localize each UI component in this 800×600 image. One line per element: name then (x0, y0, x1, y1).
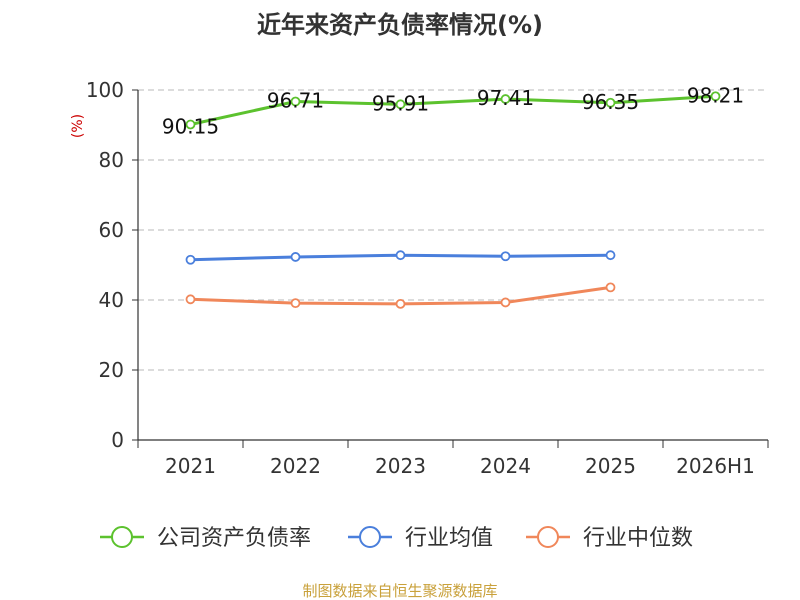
legend-item-0: 公司资产负债率 (100, 526, 311, 551)
chart-title: 近年来资产负债率情况(%) (257, 11, 543, 39)
series-2-point-4 (605, 282, 616, 293)
series-0-point-4 (605, 97, 616, 108)
y-tick-label-100: 100 (86, 78, 124, 102)
data-label-2021: 90.15 (162, 114, 219, 138)
series-0-point-3 (500, 94, 511, 104)
x-tick-label-2024: 2024 (480, 454, 531, 478)
legend-label-2: 行业中位数 (583, 526, 693, 551)
series-1-point-4 (605, 250, 616, 261)
y-tick-label-0: 0 (111, 428, 124, 452)
axes: 0 20 40 60 80 100 2021 2022 2023 2024 2025 2026H1 (86, 78, 769, 478)
legend: 公司资产负债率 行业均值 行业中位数 (100, 526, 693, 551)
plot-area (185, 91, 721, 309)
legend-item-1: 行业均值 (348, 526, 493, 551)
y-tick-label-60: 60 (99, 218, 124, 242)
series-1-point-0 (185, 254, 196, 265)
data-label-2022: 96.71 (267, 89, 324, 113)
series-0-point-2 (395, 99, 406, 110)
x-tick-label-2025: 2025 (585, 454, 636, 478)
y-axis-label: (%) (70, 114, 86, 138)
data-labels: 90.15 96.71 95.91 97.41 96.35 98.21 (162, 83, 744, 138)
y-tick-label-40: 40 (99, 288, 124, 312)
series-1-point-3 (500, 251, 511, 262)
series-0-point-1 (290, 96, 301, 107)
data-label-2026H1: 98.21 (687, 83, 744, 107)
data-label-2024: 97.41 (477, 86, 534, 110)
series-1-point-1 (290, 252, 301, 262)
series-0-point-0 (185, 119, 196, 130)
legend-label-0: 公司资产负债率 (157, 526, 311, 551)
data-label-2025: 96.35 (582, 90, 639, 114)
x-tick-label-2022: 2022 (270, 454, 321, 478)
x-tick-label-2021: 2021 (165, 454, 216, 478)
legend-swatch-marker-1 (359, 526, 381, 548)
data-label-2023: 95.91 (372, 91, 429, 115)
legend-swatch-marker-2 (537, 526, 559, 548)
y-tick-label-20: 20 (99, 358, 124, 382)
source-note: 制图数据来自恒生聚源数据库 (302, 582, 497, 600)
series-2-point-3 (500, 297, 511, 308)
series-2-point-1 (290, 298, 301, 309)
x-tick-label-2026H1: 2026H1 (676, 454, 755, 478)
grid (138, 89, 768, 371)
x-tick-label-2023: 2023 (375, 454, 426, 478)
series-2-point-2 (395, 298, 406, 309)
legend-label-1: 行业均值 (405, 526, 493, 551)
series-2-point-0 (185, 294, 196, 305)
legend-swatch-marker-0 (111, 526, 133, 548)
series-1-point-2 (395, 250, 406, 261)
series-line-0 (190, 94, 716, 126)
series-0-point-5 (710, 91, 721, 102)
legend-item-2: 行业中位数 (526, 526, 693, 551)
y-tick-label-80: 80 (99, 148, 124, 172)
